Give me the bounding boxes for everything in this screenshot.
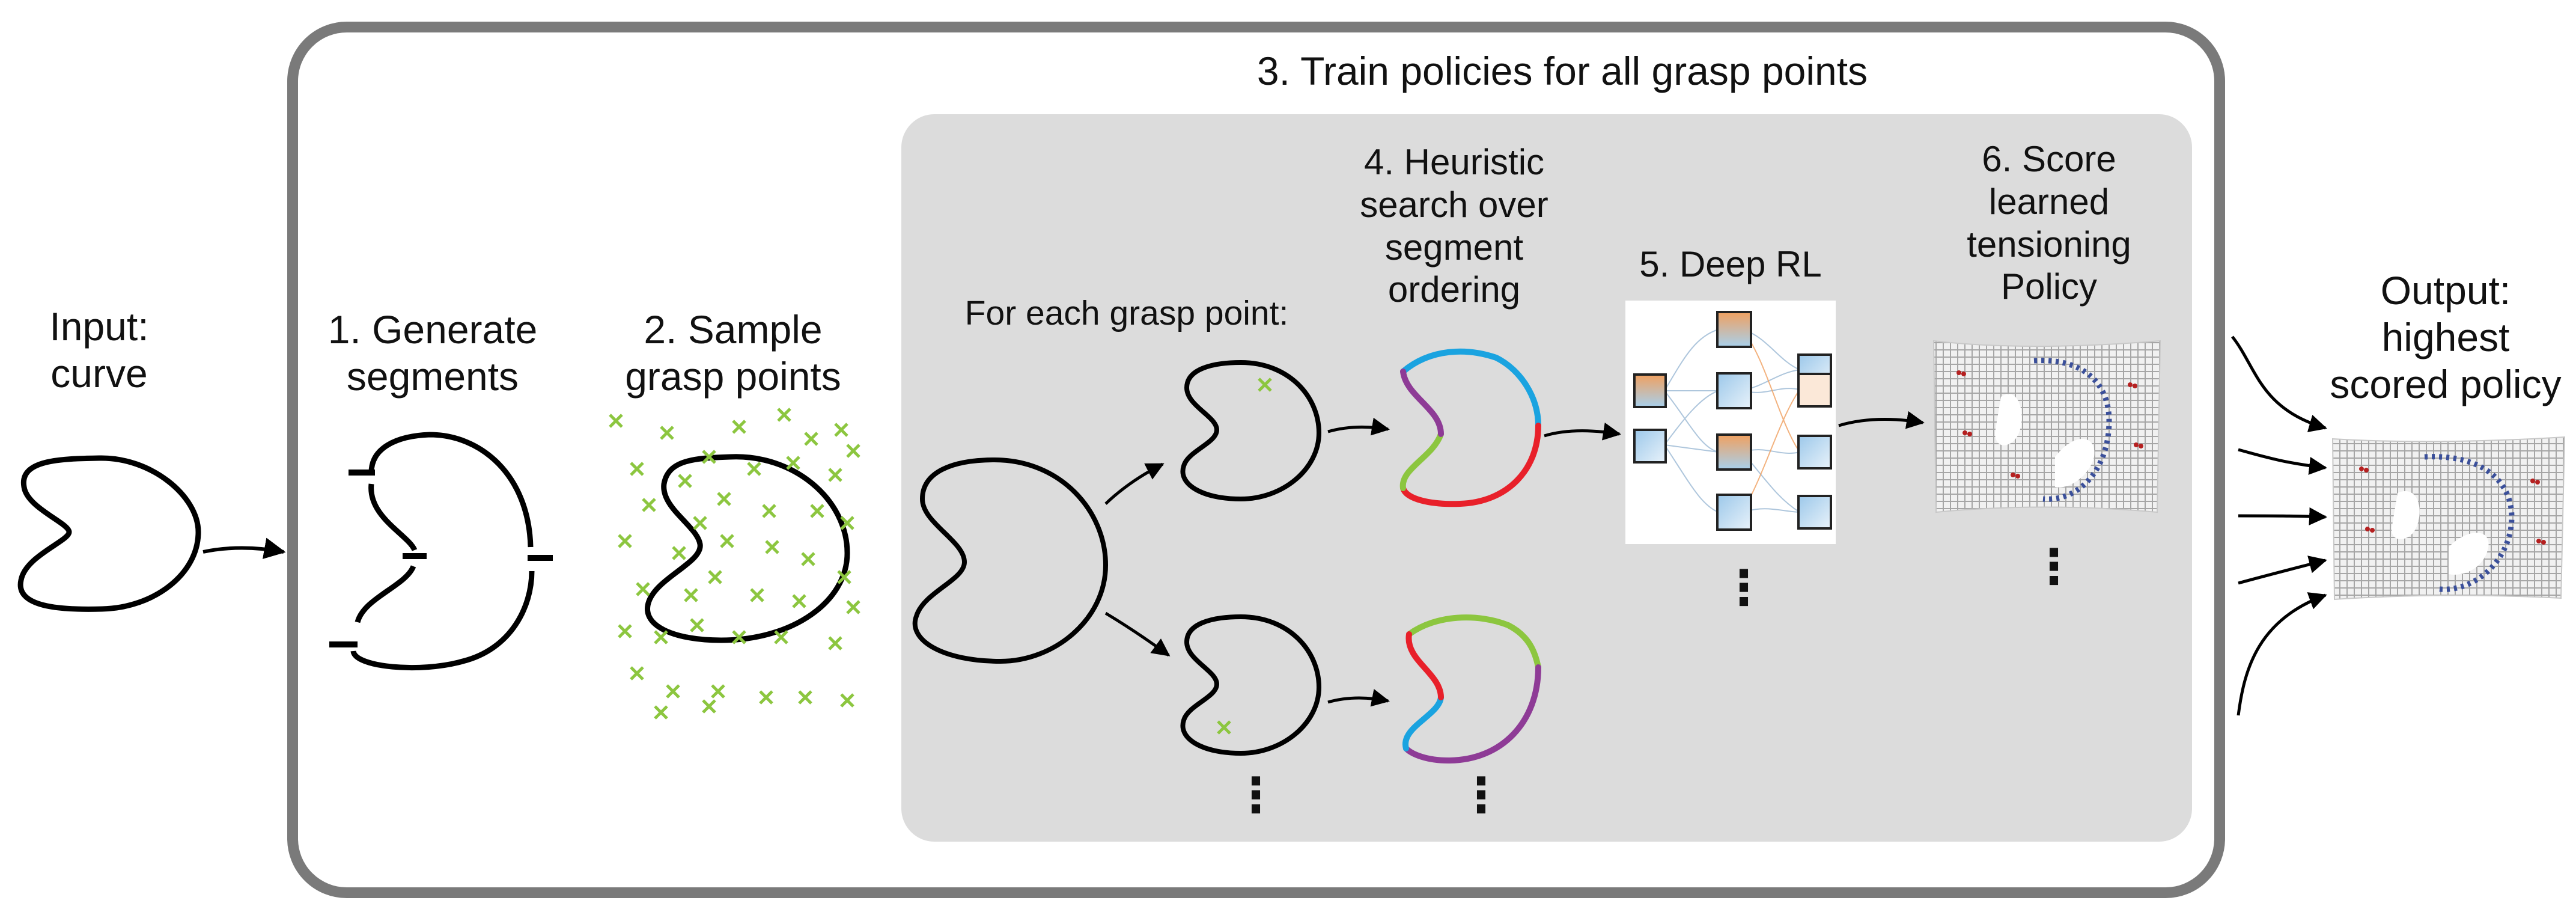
step4-label: 4. Heuristic search over segment orderin…	[1340, 141, 1568, 311]
step3-title: 3. Train policies for all grasp points	[1256, 49, 1868, 93]
output-label-line3: scored policy	[2330, 361, 2562, 406]
grasp-curve-bottom	[1180, 614, 1322, 756]
grasp-sample-curve	[645, 454, 850, 643]
output-label-line1: Output:	[2380, 268, 2511, 313]
output-label: Output: highest scored policy	[2319, 268, 2572, 408]
branch-arrow-bottom	[1104, 611, 1171, 657]
step6-label-line1: 6. Score	[1982, 139, 2116, 179]
step6-label-line3: tensioning	[1967, 224, 2131, 265]
output-cloth-image	[2331, 436, 2566, 601]
step5-label: 5. Deep RL	[1639, 244, 1822, 284]
branch-arrow-top	[1104, 462, 1165, 505]
step4-label-line2: search over	[1360, 184, 1548, 225]
segmented-curve	[329, 432, 553, 670]
inner-panel	[901, 114, 2192, 842]
arrow-to-score	[1838, 411, 1925, 429]
output-label-line2: highest	[2381, 314, 2510, 360]
step1-label: 1. Generate segments	[318, 307, 547, 400]
step4-label-line4: ordering	[1387, 269, 1521, 310]
ellipsis-score: ⋮	[2030, 539, 2078, 595]
arrow-to-ordering-bottom	[1327, 689, 1390, 707]
step4-label-line1: 4. Heuristic	[1363, 142, 1545, 182]
input-label: Input: curve	[24, 304, 174, 397]
step1-label-line1: 1. Generate	[327, 307, 538, 352]
segment-ordering-top	[1399, 348, 1541, 507]
step6-label-line2: learned	[1988, 181, 2110, 222]
ellipsis-rl: ⋮	[1720, 560, 1768, 616]
step6-label: 6. Score learned tensioning Policy	[1929, 138, 2169, 308]
input-label-line1: Input:	[49, 304, 149, 349]
arrow-to-ordering-top	[1327, 417, 1390, 436]
segment-ordering-bottom	[1402, 614, 1541, 764]
arrow-to-rl	[1544, 422, 1621, 441]
grasp-curve-large	[912, 457, 1109, 664]
step2-label-line1: 2. Sample	[644, 307, 823, 352]
for-each-label: For each grasp point:	[964, 294, 1289, 332]
input-arrow	[202, 537, 286, 559]
step4-label-line3: segment	[1384, 227, 1524, 268]
ellipsis-grasp: ⋮	[1232, 767, 1280, 823]
step6-label-line4: Policy	[2000, 266, 2098, 307]
grasp-curve-top	[1180, 360, 1322, 502]
step1-label-line2: segments	[346, 353, 519, 399]
policy-cloth-image	[1932, 340, 2161, 513]
deep-rl-network	[1625, 301, 1836, 544]
ellipsis-ordering: ⋮	[1457, 767, 1505, 823]
step2-label: 2. Sample grasp points	[595, 307, 871, 400]
input-label-line2: curve	[50, 350, 148, 396]
input-curve	[17, 455, 201, 612]
arrows-into-output	[2231, 335, 2327, 716]
step2-label-line2: grasp points	[625, 353, 841, 399]
